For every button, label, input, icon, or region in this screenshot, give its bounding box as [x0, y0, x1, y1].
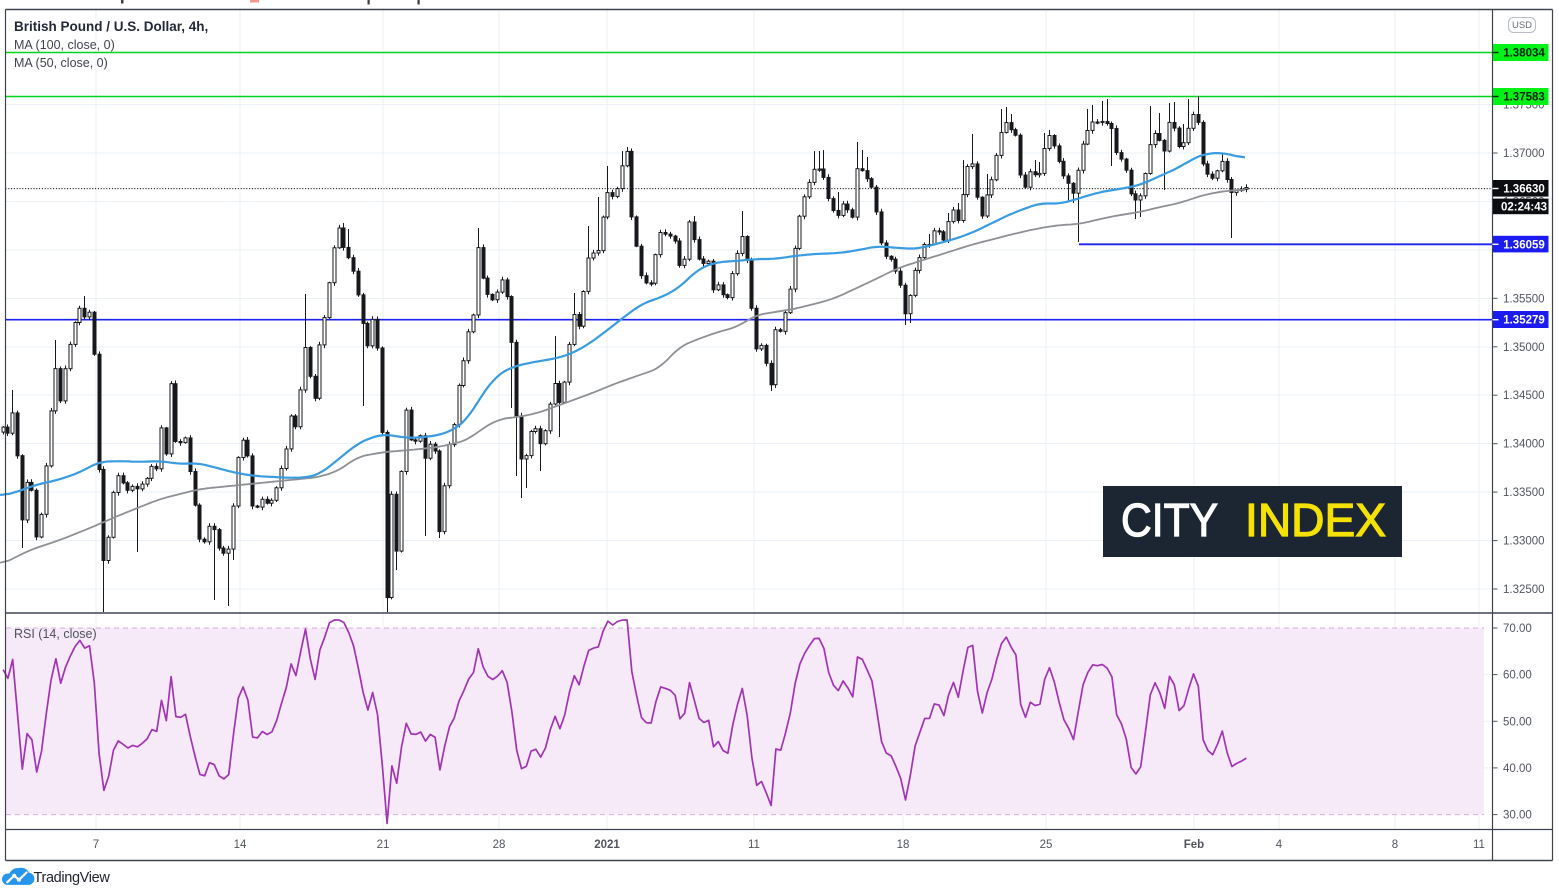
svg-text:1.36059: 1.36059 — [1503, 239, 1545, 251]
svg-text:2021: 2021 — [594, 839, 620, 851]
svg-text:British Pound / U.S. Dollar, 4: British Pound / U.S. Dollar, 4h, — [14, 19, 208, 34]
svg-text:1.36630: 1.36630 — [1503, 184, 1545, 196]
svg-text:50.00: 50.00 — [1503, 716, 1532, 728]
svg-text:MA (50, close, 0): MA (50, close, 0) — [14, 56, 108, 70]
svg-text:30.00: 30.00 — [1503, 810, 1532, 822]
svg-text:60.00: 60.00 — [1503, 670, 1532, 682]
svg-text:USD: USD — [1512, 20, 1532, 31]
svg-text:4: 4 — [1276, 839, 1283, 851]
svg-text:70.00: 70.00 — [1503, 623, 1532, 635]
svg-text:11: 11 — [748, 839, 760, 851]
svg-text:1.34000: 1.34000 — [1503, 439, 1545, 451]
svg-text:11: 11 — [1473, 839, 1485, 851]
svg-text:CITY: CITY — [1121, 494, 1218, 546]
svg-text:TradingView: TradingView — [34, 870, 111, 886]
svg-text:1.38034: 1.38034 — [1503, 48, 1545, 60]
svg-text:1.34500: 1.34500 — [1503, 390, 1545, 402]
svg-text:18: 18 — [897, 839, 910, 851]
svg-text:1.35500: 1.35500 — [1503, 293, 1545, 305]
svg-text:1.35279: 1.35279 — [1503, 315, 1545, 327]
svg-text:1.37583: 1.37583 — [1503, 92, 1545, 104]
svg-text:8: 8 — [1392, 839, 1398, 851]
svg-text:INDEX: INDEX — [1245, 494, 1386, 546]
svg-text:1.37000: 1.37000 — [1503, 148, 1545, 160]
svg-text:40.00: 40.00 — [1503, 763, 1532, 775]
svg-text:RSI (14, close): RSI (14, close) — [14, 627, 97, 641]
svg-text:7: 7 — [93, 839, 99, 851]
svg-text:1.33000: 1.33000 — [1503, 536, 1545, 548]
svg-text:Feb: Feb — [1184, 839, 1204, 851]
svg-text:02:24:43: 02:24:43 — [1501, 202, 1547, 214]
svg-text:28: 28 — [493, 839, 506, 851]
svg-text:14: 14 — [234, 839, 247, 851]
svg-text:1.33500: 1.33500 — [1503, 487, 1545, 499]
svg-text:MA (100, close, 0): MA (100, close, 0) — [14, 38, 115, 52]
svg-text:1.35000: 1.35000 — [1503, 342, 1545, 354]
svg-text:21: 21 — [377, 839, 390, 851]
svg-text:25: 25 — [1040, 839, 1053, 851]
svg-text:1.32500: 1.32500 — [1503, 584, 1545, 596]
